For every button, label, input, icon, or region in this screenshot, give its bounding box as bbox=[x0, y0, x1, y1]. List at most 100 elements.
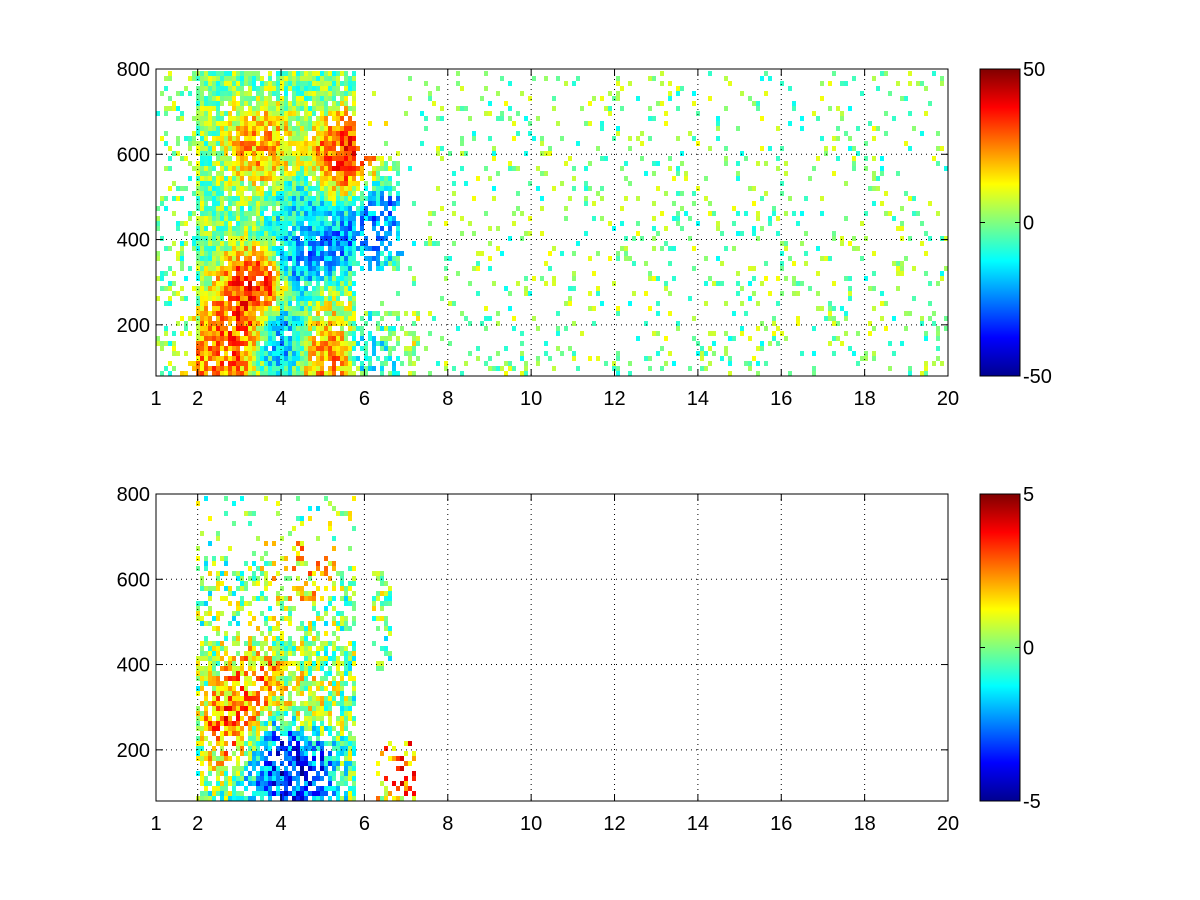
heatmap-cell bbox=[272, 221, 276, 226]
heatmap-cell bbox=[316, 786, 320, 791]
heatmap-cell bbox=[268, 686, 272, 691]
heatmap-cell bbox=[460, 311, 464, 316]
heatmap-cell bbox=[284, 296, 288, 301]
heatmap-cell bbox=[344, 176, 348, 181]
heatmap-cell bbox=[176, 91, 180, 96]
heatmap-cell bbox=[276, 111, 280, 116]
heatmap-cell bbox=[232, 71, 236, 76]
heatmap-cell bbox=[248, 251, 252, 256]
heatmap-cell bbox=[316, 341, 320, 346]
heatmap-cell bbox=[220, 686, 224, 691]
heatmap-cell bbox=[256, 356, 260, 361]
heatmap-cell bbox=[336, 626, 340, 631]
heatmap-cell bbox=[792, 291, 796, 296]
x-tick-label: 16 bbox=[770, 388, 792, 410]
heatmap-cell bbox=[236, 781, 240, 786]
heatmap-cell bbox=[236, 576, 240, 581]
heatmap-cell bbox=[252, 166, 256, 171]
heatmap-cell bbox=[344, 241, 348, 246]
heatmap-cell bbox=[236, 701, 240, 706]
heatmap-cell bbox=[376, 221, 380, 226]
heatmap-cell bbox=[312, 71, 316, 76]
heatmap-cell bbox=[804, 231, 808, 236]
heatmap-cell bbox=[164, 326, 168, 331]
heatmap-cell bbox=[268, 661, 272, 666]
heatmap-cell bbox=[204, 556, 208, 561]
heatmap-cell bbox=[408, 351, 412, 356]
heatmap-cell bbox=[340, 776, 344, 781]
heatmap-cell bbox=[248, 276, 252, 281]
heatmap-cell bbox=[876, 86, 880, 91]
heatmap-cell bbox=[656, 301, 660, 306]
colorbar-tick-label: 50 bbox=[1023, 59, 1045, 81]
heatmap-cell bbox=[168, 76, 172, 81]
heatmap-cell bbox=[204, 656, 208, 661]
heatmap-cell bbox=[232, 656, 236, 661]
heatmap-cell bbox=[264, 191, 268, 196]
heatmap-cell bbox=[216, 371, 220, 376]
heatmap-cell bbox=[244, 226, 248, 231]
heatmap-cell bbox=[196, 706, 200, 711]
heatmap-cell bbox=[260, 656, 264, 661]
heatmap-cell bbox=[212, 756, 216, 761]
heatmap-cell bbox=[932, 311, 936, 316]
heatmap-cell bbox=[240, 191, 244, 196]
heatmap-cell bbox=[436, 361, 440, 366]
heatmap-cell bbox=[320, 166, 324, 171]
heatmap-cell bbox=[304, 781, 308, 786]
heatmap-cell bbox=[252, 751, 256, 756]
heatmap-cell bbox=[288, 341, 292, 346]
heatmap-cell bbox=[648, 366, 652, 371]
heatmap-cell bbox=[332, 761, 336, 766]
heatmap-cell bbox=[276, 136, 280, 141]
heatmap-cell bbox=[196, 141, 200, 146]
heatmap-cell bbox=[220, 216, 224, 221]
heatmap-cell bbox=[844, 181, 848, 186]
heatmap-cell bbox=[336, 186, 340, 191]
heatmap-cell bbox=[288, 311, 292, 316]
heatmap-cell bbox=[332, 96, 336, 101]
heatmap-cell bbox=[708, 71, 712, 76]
heatmap-cell bbox=[280, 351, 284, 356]
heatmap-cell bbox=[324, 631, 328, 636]
heatmap-cell bbox=[344, 661, 348, 666]
heatmap-cell bbox=[384, 636, 388, 641]
heatmap-cell bbox=[260, 81, 264, 86]
heatmap-cell bbox=[236, 101, 240, 106]
heatmap-cell bbox=[332, 296, 336, 301]
heatmap-cell bbox=[636, 336, 640, 341]
heatmap-cell bbox=[216, 366, 220, 371]
heatmap-cell bbox=[320, 751, 324, 756]
heatmap-cell bbox=[404, 331, 408, 336]
heatmap-cell bbox=[200, 141, 204, 146]
heatmap-cell bbox=[848, 146, 852, 151]
heatmap-cell bbox=[208, 646, 212, 651]
heatmap-cell bbox=[348, 761, 352, 766]
heatmap-cell bbox=[232, 501, 236, 506]
heatmap-cell bbox=[840, 116, 844, 121]
heatmap-cell bbox=[296, 276, 300, 281]
heatmap-cell bbox=[268, 731, 272, 736]
heatmap-cell bbox=[264, 641, 268, 646]
heatmap-cell bbox=[236, 276, 240, 281]
heatmap-cell bbox=[276, 231, 280, 236]
heatmap-cell bbox=[340, 686, 344, 691]
heatmap-cell bbox=[212, 291, 216, 296]
heatmap-cell bbox=[292, 321, 296, 326]
heatmap-cell bbox=[288, 136, 292, 141]
heatmap-cell bbox=[380, 781, 384, 786]
heatmap-cell bbox=[260, 91, 264, 96]
heatmap-cell bbox=[272, 306, 276, 311]
heatmap-cell bbox=[340, 201, 344, 206]
heatmap-cell bbox=[216, 321, 220, 326]
heatmap-cell bbox=[200, 671, 204, 676]
heatmap-cell bbox=[672, 361, 676, 366]
heatmap-cell bbox=[528, 216, 532, 221]
heatmap-cell bbox=[288, 126, 292, 131]
heatmap-cell bbox=[212, 671, 216, 676]
heatmap-cell bbox=[180, 91, 184, 96]
heatmap-cell bbox=[300, 136, 304, 141]
heatmap-cell bbox=[272, 701, 276, 706]
heatmap-cell bbox=[328, 761, 332, 766]
heatmap-cell bbox=[268, 246, 272, 251]
